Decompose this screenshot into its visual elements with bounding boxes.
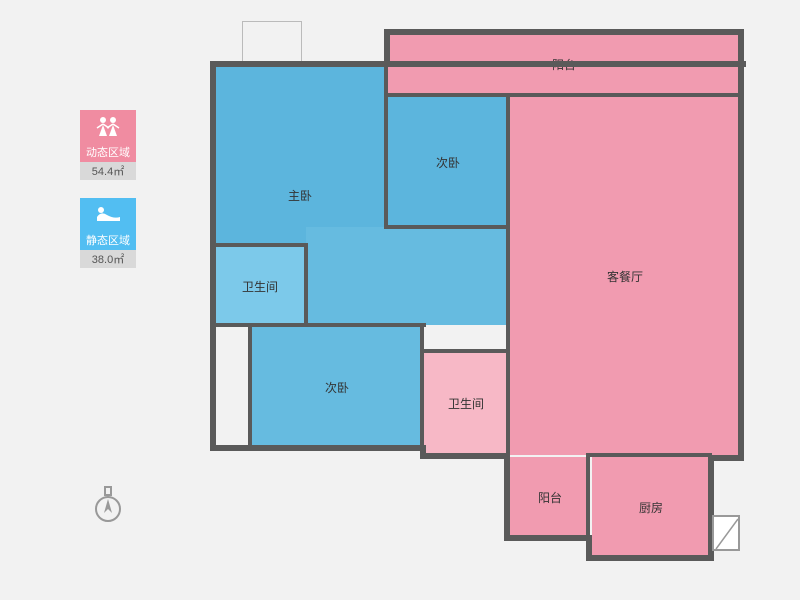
fixture-sink (712, 515, 740, 551)
wall (384, 93, 744, 97)
void-region (242, 21, 302, 63)
wall (384, 29, 744, 35)
wall (248, 327, 252, 449)
wall (386, 225, 510, 229)
floorplan: 阳台主卧次卧客餐厅卫生间次卧卫生间阳台厨房 (200, 15, 760, 585)
wall (504, 453, 510, 541)
room-label-bath-1: 卫生间 (242, 278, 278, 295)
room-balcony-bot: 阳台 (510, 457, 590, 537)
room-label-kitchen: 厨房 (639, 499, 663, 516)
legend-static-value: 38.0㎡ (80, 250, 136, 268)
legend-dynamic-label: 动态区域 (80, 142, 136, 162)
rest-icon (80, 198, 136, 230)
wall (586, 453, 590, 559)
room-label-living: 客餐厅 (607, 268, 643, 285)
room-second-bed-1: 次卧 (388, 97, 508, 227)
legend-dynamic: 动态区域 54.4㎡ (80, 110, 136, 180)
wall (420, 323, 424, 449)
room-label-bath-2: 卫生间 (448, 395, 484, 412)
room-second-bed-2: 次卧 (252, 327, 422, 447)
room-label-master-bed: 主卧 (288, 187, 312, 204)
wall (210, 445, 426, 451)
wall (506, 227, 510, 457)
room-bath-1: 卫生间 (214, 247, 306, 325)
wall (590, 453, 712, 457)
wall (210, 61, 746, 67)
wall (384, 65, 388, 229)
people-icon (80, 110, 136, 142)
compass-icon (92, 485, 124, 517)
wall (210, 323, 426, 327)
room-living: 客餐厅 (510, 97, 740, 455)
room-kitchen: 厨房 (592, 457, 710, 557)
wall (210, 243, 308, 247)
room-label-balcony-bot: 阳台 (538, 489, 562, 506)
room-passage (306, 227, 508, 325)
wall (506, 97, 510, 229)
wall (210, 61, 216, 451)
wall (384, 29, 390, 65)
legend-dynamic-value: 54.4㎡ (80, 162, 136, 180)
wall (420, 453, 510, 459)
room-label-second-bed-2: 次卧 (325, 379, 349, 396)
wall (304, 243, 308, 327)
legend: 动态区域 54.4㎡ 静态区域 38.0㎡ (80, 110, 136, 286)
room-bath-2: 卫生间 (424, 353, 508, 453)
wall (420, 349, 510, 353)
room-label-second-bed-1: 次卧 (436, 154, 460, 171)
wall (504, 535, 592, 541)
legend-static-label: 静态区域 (80, 230, 136, 250)
legend-static: 静态区域 38.0㎡ (80, 198, 136, 268)
wall (586, 555, 714, 561)
